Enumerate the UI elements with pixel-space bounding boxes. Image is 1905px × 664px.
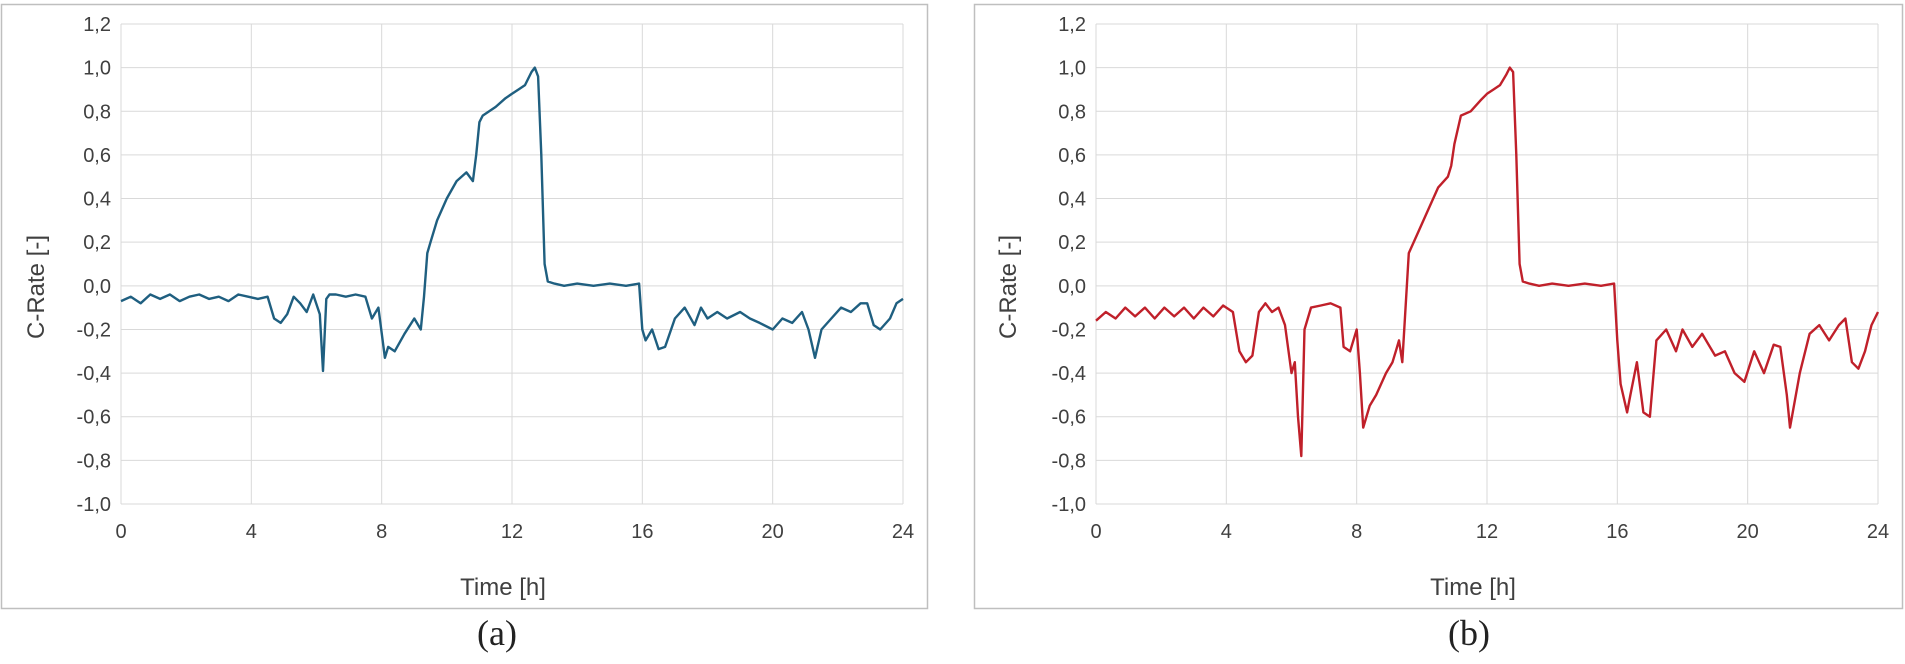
- chart-panel-a: -1,0 -0,8 -0,6 -0,4 -0,2 0,0 0,2 0,4 0,6 0,8 1,0 1,…: [0, 0, 932, 615]
- chart-b-ytick-label: -1,0: [1052, 494, 1086, 516]
- chart-a-ytick-label: 0,2: [83, 232, 111, 254]
- chart-b-ytick-label: -0,2: [1052, 319, 1086, 341]
- chart-a: -1,0 -0,8 -0,6 -0,4 -0,2 0,0 0,2 0,4 0,6 0,8 1,0 1,…: [0, 3, 929, 610]
- chart-a-xlabel: Time [h]: [460, 574, 546, 601]
- chart-b-xtick-label: 4: [1221, 521, 1232, 543]
- chart-b-border: [973, 3, 1904, 610]
- chart-a-ytick-label: -1,0: [77, 494, 111, 516]
- chart-b-ytick-label: 0,2: [1058, 232, 1086, 254]
- chart-b-xtick-label: 20: [1737, 521, 1759, 543]
- chart-a-ytick-label: -0,4: [77, 363, 111, 385]
- chart-a-ytick-label: 1,2: [83, 14, 111, 36]
- chart-a-ytick-label: -0,6: [77, 407, 111, 429]
- chart-b-ytick-label: 1,2: [1058, 14, 1086, 36]
- chart-b-xtick-label: 12: [1476, 521, 1498, 543]
- chart-a-ytick-label: -0,2: [77, 319, 111, 341]
- chart-b-ylabel: C-Rate [-]: [995, 235, 1022, 339]
- chart-b: -1,0 -0,8 -0,6 -0,4 -0,2 0,0 0,2 0,4 0,6 0,8 1,0 1,…: [973, 3, 1904, 610]
- caption-b: (b): [1448, 613, 1490, 653]
- chart-b-ytick-label: 1,0: [1058, 58, 1086, 80]
- chart-a-xtick-label: 8: [376, 521, 387, 543]
- chart-b-xtick-label: 0: [1090, 521, 1101, 543]
- chart-b-ytick-label: -0,6: [1052, 407, 1086, 429]
- chart-b-xtick-label: 8: [1351, 521, 1362, 543]
- chart-b-ytick-label: 0,6: [1058, 145, 1086, 167]
- chart-a-border: [0, 3, 929, 610]
- chart-a-ytick-label: 0,0: [83, 276, 111, 298]
- chart-b-ytick-label: 0,4: [1058, 189, 1086, 211]
- chart-b-ytick-label: 0,8: [1058, 101, 1086, 123]
- chart-a-xtick-label: 24: [892, 521, 914, 543]
- chart-a-ytick-label: 0,8: [83, 101, 111, 123]
- chart-a-ytick-label: 0,6: [83, 145, 111, 167]
- chart-a-xtick-label: 4: [246, 521, 257, 543]
- chart-b-ytick-label: -0,8: [1052, 450, 1086, 472]
- chart-a-xtick-label: 0: [115, 521, 126, 543]
- chart-a-series-line: [120, 66, 904, 373]
- chart-b-series-line: [1095, 66, 1880, 458]
- caption-a: (a): [477, 613, 517, 653]
- chart-b-xlabel: Time [h]: [1430, 574, 1516, 601]
- chart-b-ytick-label: -0,4: [1052, 363, 1086, 385]
- chart-a-ylabel: C-Rate [-]: [23, 235, 50, 339]
- chart-a-ytick-label: 1,0: [83, 58, 111, 80]
- chart-a-xtick-label: 20: [762, 521, 784, 543]
- chart-a-xtick-label: 12: [501, 521, 523, 543]
- chart-a-ytick-label: -0,8: [77, 450, 111, 472]
- chart-panel-b: -1,0 -0,8 -0,6 -0,4 -0,2 0,0 0,2 0,4 0,6 0,8 1,0 1,…: [973, 0, 1905, 615]
- chart-b-xtick-label: 16: [1606, 521, 1628, 543]
- chart-b-ytick-label: 0,0: [1058, 276, 1086, 298]
- chart-b-xtick-label: 24: [1867, 521, 1889, 543]
- chart-a-ytick-label: 0,4: [83, 189, 111, 211]
- chart-a-xtick-label: 16: [631, 521, 653, 543]
